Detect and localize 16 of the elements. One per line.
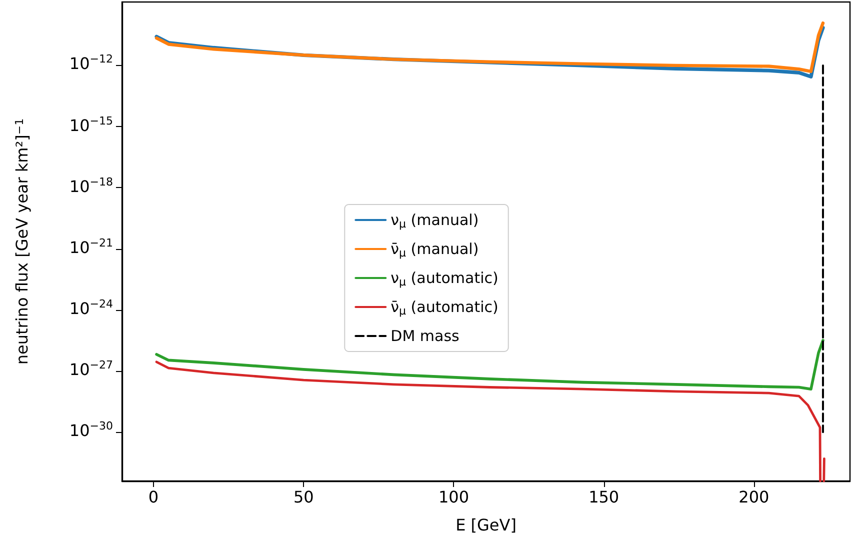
y-tick-label: 10$^{−12}$: [69, 53, 113, 76]
legend-label: DM mass: [390, 327, 460, 345]
y-tick-label: 10$^{−24}$: [69, 298, 113, 320]
x-axis-title: E [GeV]: [456, 516, 516, 534]
y-axis-title: neutrino flux [GeV year km²]−1: [12, 118, 32, 365]
x-tick-label: 0: [148, 488, 159, 506]
x-tick-label: 50: [293, 488, 314, 506]
y-tick-label: 10$^{−27}$: [69, 358, 113, 382]
x-tick-label: 100: [438, 488, 469, 506]
y-tick-label: 10$^{−21}$: [69, 236, 113, 259]
x-tick-label: 200: [738, 488, 770, 506]
y-tick-label: 10$^{−18}$: [69, 175, 113, 198]
x-tick-label: 150: [588, 488, 620, 506]
y-tick-label: 10$^{−30}$: [69, 420, 113, 442]
line-series: [154, 21, 825, 73]
y-tick-label: 10$^{−15}$: [69, 114, 113, 137]
